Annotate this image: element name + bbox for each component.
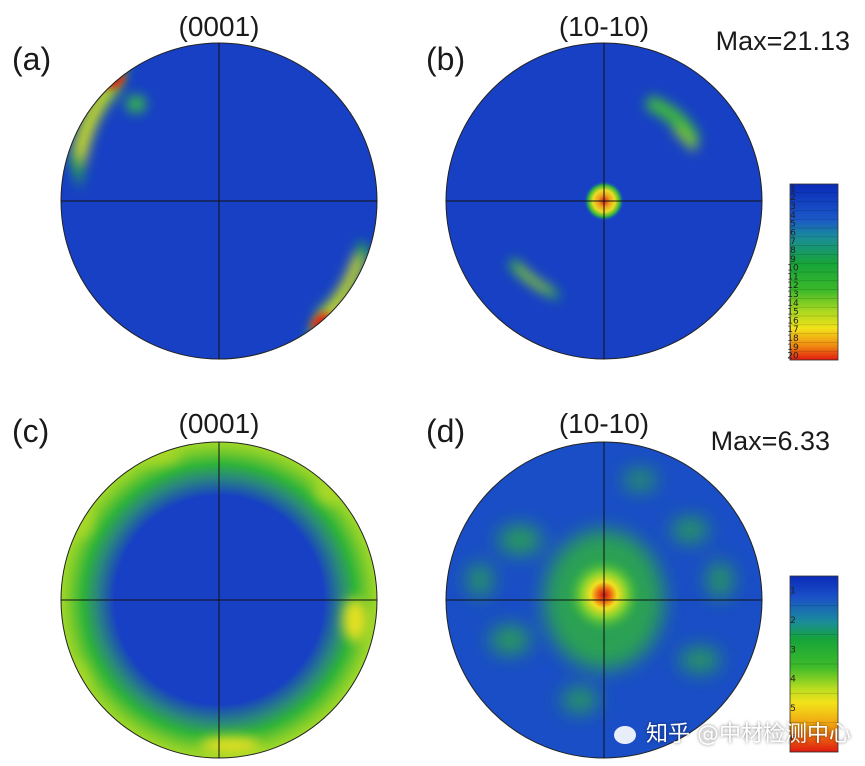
colorbar-tick-label: 7 xyxy=(790,237,796,247)
watermark-text: 知乎 @中材检测中心 xyxy=(646,722,851,747)
panel-label-b: (b) xyxy=(426,41,465,77)
colorbar-tick-label: 1 xyxy=(790,184,796,194)
colorbar-tick-label: 9 xyxy=(790,255,796,265)
colorbar-tick-label: 3 xyxy=(790,645,796,655)
colorbar-tick-label: 2 xyxy=(790,193,796,203)
pole-figure-a: (a) (0001) xyxy=(12,11,378,360)
colorbar-tick-label: 5 xyxy=(790,220,796,230)
max-label-d: Max=6.33 xyxy=(711,426,830,456)
colorbar-tick-label: 11 xyxy=(787,272,798,282)
colorbar-d: 1 2 3 4 5 6 xyxy=(789,575,839,753)
colorbar-tick-label: 20 xyxy=(787,352,799,362)
pole-title-a: (0001) xyxy=(179,11,260,42)
panel-label-d: (d) xyxy=(426,413,465,449)
panel-label-a: (a) xyxy=(12,41,51,77)
colorbar-tick-label: 10 xyxy=(787,264,799,274)
pole-title-d: (10-10) xyxy=(559,408,649,439)
zhihu-logo-icon xyxy=(614,726,636,744)
colorbar-tick-label: 15 xyxy=(787,308,798,318)
colorbar-tick-label: 17 xyxy=(787,325,798,335)
colorbar-tick-label: 19 xyxy=(787,343,799,353)
pole-figure-d: (d) (10-10) Max=6.33 xyxy=(426,408,830,759)
max-label-b: Max=21.13 xyxy=(716,26,850,56)
colorbar-tick-label: 14 xyxy=(787,299,799,309)
watermark: 知乎 @中材检测中心 xyxy=(614,716,851,748)
colorbar-tick-label: 2 xyxy=(790,616,796,626)
colorbar-tick-label: 6 xyxy=(790,228,796,238)
colorbar-tick-label: 13 xyxy=(787,290,798,300)
pole-title-c: (0001) xyxy=(179,408,260,439)
colorbar-tick-label: 3 xyxy=(790,202,796,212)
colorbar-tick-label: 18 xyxy=(787,334,799,344)
pole-figure-c: (c) (0001) xyxy=(12,408,378,759)
colorbar-tick-label: 16 xyxy=(787,316,799,326)
colorbar-tick-label: 4 xyxy=(790,211,796,221)
panel-label-c: (c) xyxy=(12,413,49,449)
colorbar-tick-label: 1 xyxy=(790,587,796,597)
pole-title-b: (10-10) xyxy=(559,11,649,42)
colorbar-tick-label: 4 xyxy=(790,675,796,685)
pole-figure-b: (b) (10-10) Max=21.13 xyxy=(426,11,850,360)
colorbar-tick-label: 8 xyxy=(790,246,796,256)
colorbar-tick-label: 6 xyxy=(790,733,796,743)
colorbar-tick-label: 12 xyxy=(787,281,798,291)
colorbar-tick-label: 5 xyxy=(790,704,796,714)
